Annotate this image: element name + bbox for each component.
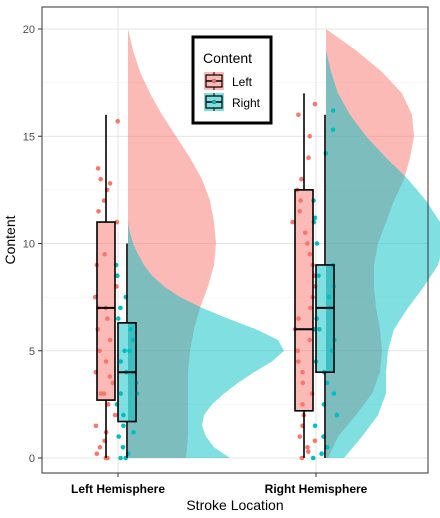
data-point-right-hemisphere-left bbox=[290, 219, 295, 225]
x-tick-label-right-hemisphere: Right Hemisphere bbox=[265, 482, 368, 496]
density-cloud-right-hemisphere-right bbox=[326, 50, 440, 458]
data-point-left-hemisphere-left bbox=[94, 451, 100, 457]
data-point-right-hemisphere-left bbox=[299, 176, 304, 182]
density-cloud-left-hemisphere-right bbox=[128, 222, 284, 458]
boxplot-right-hemisphere-right bbox=[315, 114, 335, 458]
data-point-right-hemisphere-right bbox=[324, 445, 330, 450]
data-point-right-hemisphere-right bbox=[312, 215, 318, 221]
data-point-left-hemisphere-left bbox=[97, 445, 103, 450]
data-point-right-hemisphere-left bbox=[297, 434, 303, 439]
data-point-left-hemisphere-left bbox=[93, 423, 99, 429]
y-tick-label-0: 0 bbox=[29, 453, 35, 465]
y-tick-label-15: 15 bbox=[23, 131, 35, 143]
data-point-right-hemisphere-right bbox=[330, 108, 336, 113]
axes: 0 5 10 15 20 Left Hemisphere Right Hemisphere bbox=[23, 24, 368, 496]
data-point-right-hemisphere-right bbox=[319, 451, 324, 457]
boxplot-right-hemisphere-left bbox=[294, 93, 314, 458]
data-point-right-hemisphere-left bbox=[305, 445, 310, 450]
data-point-left-hemisphere-right bbox=[120, 445, 126, 450]
y-tick-label-10: 10 bbox=[23, 239, 35, 251]
data-point-right-hemisphere-left bbox=[296, 112, 301, 118]
density-clouds bbox=[128, 29, 440, 458]
box-iqr bbox=[315, 264, 335, 374]
data-point-left-hemisphere-left bbox=[105, 402, 111, 407]
y-axis-label: Content bbox=[2, 215, 18, 264]
data-point-right-hemisphere-left bbox=[306, 155, 311, 160]
data-point-right-hemisphere-right bbox=[310, 455, 316, 461]
data-point-right-hemisphere-left bbox=[306, 449, 311, 454]
data-point-right-hemisphere-right bbox=[324, 380, 330, 386]
data-point-right-hemisphere-right bbox=[314, 241, 320, 246]
legend: Content Left Right bbox=[191, 35, 273, 125]
data-point-right-hemisphere-left bbox=[312, 101, 318, 107]
data-point-left-hemisphere-left bbox=[112, 412, 118, 418]
data-point-left-hemisphere-left bbox=[98, 176, 103, 182]
data-point-left-hemisphere-right bbox=[121, 423, 126, 429]
data-point-right-hemisphere-left bbox=[299, 455, 305, 461]
legend-key-right bbox=[204, 93, 224, 111]
data-point-left-hemisphere-right bbox=[131, 430, 136, 435]
data-point-right-hemisphere-right bbox=[330, 127, 336, 133]
data-point-left-hemisphere-left bbox=[115, 118, 120, 124]
y-tick-label-5: 5 bbox=[29, 346, 35, 358]
boxplot-left-hemisphere-right bbox=[117, 243, 137, 458]
legend-key-left bbox=[204, 72, 224, 90]
data-point-left-hemisphere-left bbox=[96, 209, 101, 214]
boxplot-left-hemisphere-left bbox=[96, 114, 116, 458]
data-point-left-hemisphere-right bbox=[118, 455, 123, 461]
data-point-right-hemisphere-right bbox=[312, 423, 318, 429]
legend-title: Content bbox=[203, 50, 252, 66]
legend-label-left: Left bbox=[232, 75, 253, 89]
box-iqr bbox=[294, 189, 314, 412]
box-iqr bbox=[96, 221, 116, 401]
data-point-right-hemisphere-left bbox=[312, 438, 318, 444]
data-point-left-hemisphere-left bbox=[95, 166, 101, 171]
data-point-right-hemisphere-right bbox=[334, 412, 340, 418]
data-point-left-hemisphere-left bbox=[107, 181, 113, 186]
box-plots bbox=[96, 93, 335, 458]
data-point-left-hemisphere-right bbox=[114, 273, 120, 279]
data-point-right-hemisphere-right bbox=[331, 391, 337, 396]
data-point-right-hemisphere-left bbox=[307, 134, 313, 139]
data-point-left-hemisphere-right bbox=[116, 316, 121, 321]
plot-panel-border bbox=[41, 6, 429, 474]
x-tick-label-left-hemisphere: Left Hemisphere bbox=[71, 482, 165, 496]
data-point-left-hemisphere-right bbox=[116, 434, 121, 439]
legend-label-right: Right bbox=[232, 96, 261, 110]
data-point-left-hemisphere-right bbox=[118, 305, 123, 311]
x-axis-label: Stroke Location bbox=[186, 497, 283, 513]
y-tick-label-20: 20 bbox=[23, 24, 35, 36]
